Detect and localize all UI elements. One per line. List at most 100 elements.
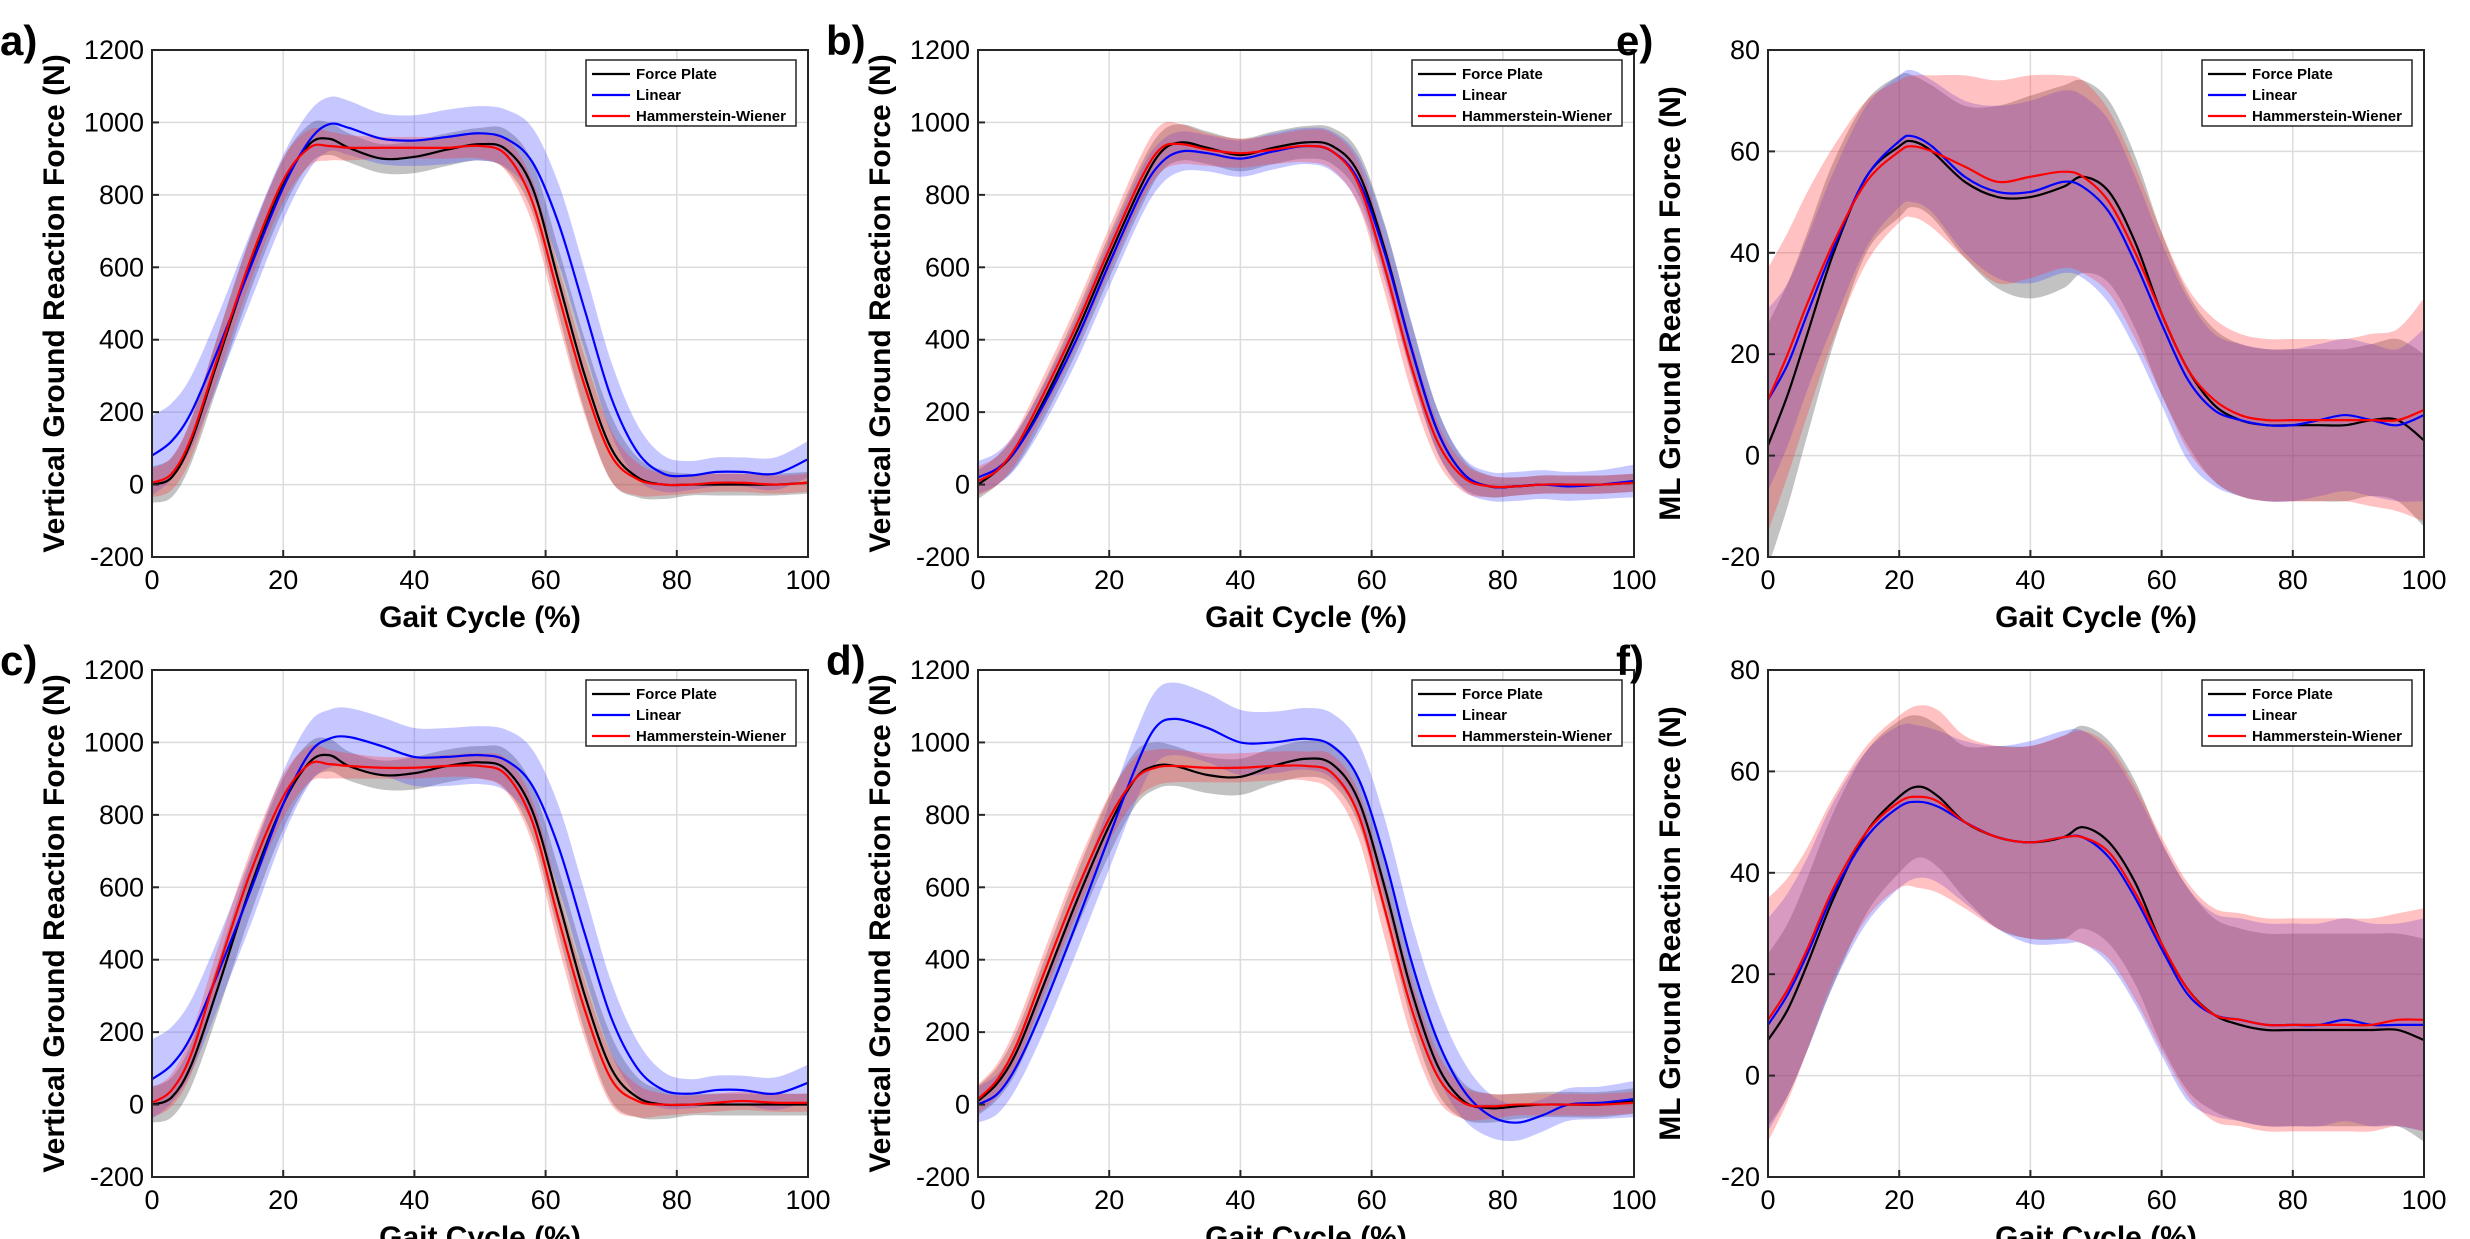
x-tick-label: 60 (2147, 565, 2177, 595)
y-tick-label: 600 (925, 872, 970, 902)
y-tick-label: 400 (925, 945, 970, 975)
x-axis-label: Gait Cycle (%) (379, 601, 581, 634)
line-force-plate (152, 753, 808, 1107)
legend: Force Plate Linear Hammerstein-Wiener (585, 59, 797, 127)
y-tick-label: 800 (99, 180, 144, 210)
plot-frame (977, 669, 1635, 1178)
y-tick-label: -20 (1721, 542, 1760, 572)
x-tick-label: 40 (399, 565, 429, 595)
y-tick-label: 60 (1730, 756, 1760, 786)
y-tick-label: 1200 (910, 655, 970, 685)
panel-label: f) (1616, 637, 1644, 684)
y-axis-label: ML Ground Reaction Force (N) (1654, 86, 1687, 520)
x-axis-label: Gait Cycle (%) (1995, 601, 2197, 634)
legend-entry: Force Plate (2252, 66, 2333, 83)
plot-area (978, 682, 1634, 1142)
chart-panel-b: 0 20 40 60 80 100-200020040060080010001200Gai… (826, 17, 1657, 634)
y-tick-label: 0 (129, 470, 144, 500)
legend-entry: Hammerstein-Wiener (2252, 728, 2402, 745)
y-axis-label: ML Ground Reaction Force (N) (1654, 706, 1687, 1140)
line-hammerstein-wiener (152, 143, 808, 487)
y-tick-label: 80 (1730, 655, 1760, 685)
y-axis-label: Vertical Ground Reaction Force (N) (864, 674, 897, 1172)
y-tick-label: 1200 (910, 35, 970, 65)
x-tick-label: 40 (1225, 1185, 1255, 1215)
chart-panel-d: 0 20 40 60 80 100-200020040060080010001200Gai… (826, 637, 1657, 1239)
chart-panel-c: 0 20 40 60 80 100-200020040060080010001200Gai… (0, 637, 831, 1239)
y-tick-label: 200 (925, 397, 970, 427)
legend-entry: Force Plate (636, 686, 717, 703)
x-tick-label: 60 (1357, 1185, 1387, 1215)
line-linear (152, 735, 808, 1096)
band-linear (1768, 69, 2424, 502)
legend: Force Plate Linear Hammerstein-Wiener (585, 679, 797, 747)
y-tick-label: -20 (1721, 1162, 1760, 1192)
x-tick-label: 20 (1094, 565, 1124, 595)
y-tick-label: 0 (955, 470, 970, 500)
y-tick-label: 800 (925, 800, 970, 830)
band-hammerstein-wiener (1768, 705, 2424, 1142)
plot-area (1768, 705, 2424, 1142)
line-force-plate (152, 137, 808, 487)
y-tick-label: 20 (1730, 339, 1760, 369)
x-tick-label: 80 (1488, 565, 1518, 595)
y-tick-label: 400 (925, 325, 970, 355)
legend-entry: Linear (636, 87, 681, 104)
y-axis-label: Vertical Ground Reaction Force (N) (864, 54, 897, 552)
legend-entry: Linear (636, 707, 681, 724)
x-tick-label: 80 (662, 1185, 692, 1215)
y-tick-label: 1200 (84, 655, 144, 685)
x-axis-label: Gait Cycle (%) (379, 1221, 581, 1239)
band-force-plate (152, 737, 808, 1123)
x-tick-label: 100 (785, 1185, 830, 1215)
legend-entry: Hammerstein-Wiener (1462, 728, 1612, 745)
y-tick-label: -200 (90, 1162, 144, 1192)
y-tick-label: 200 (99, 397, 144, 427)
x-tick-label: 60 (531, 565, 561, 595)
line-hammerstein-wiener (978, 142, 1634, 489)
x-tick-label: 60 (531, 1185, 561, 1215)
x-tick-label: 0 (144, 1185, 159, 1215)
x-tick-label: 80 (662, 565, 692, 595)
x-axis-label: Gait Cycle (%) (1205, 1221, 1407, 1239)
y-tick-label: 0 (1745, 441, 1760, 471)
x-tick-label: 100 (785, 565, 830, 595)
y-tick-label: 0 (1745, 1061, 1760, 1091)
x-tick-label: 0 (1760, 1185, 1775, 1215)
y-tick-label: 600 (925, 252, 970, 282)
y-tick-label: 400 (99, 325, 144, 355)
chart-panel-a: 0 20 40 60 80 100-200020040060080010001200Gai… (0, 17, 831, 634)
y-tick-label: 1000 (84, 107, 144, 137)
y-tick-label: 1000 (910, 107, 970, 137)
y-tick-label: 200 (925, 1017, 970, 1047)
x-tick-label: 80 (1488, 1185, 1518, 1215)
legend-entry: Hammerstein-Wiener (636, 108, 786, 125)
line-linear (978, 717, 1634, 1124)
x-tick-label: 20 (268, 1185, 298, 1215)
panel-label: c) (0, 637, 37, 684)
x-tick-label: 60 (2147, 1185, 2177, 1215)
legend-entry: Force Plate (2252, 686, 2333, 703)
band-linear (978, 682, 1634, 1142)
x-tick-label: 100 (2401, 1185, 2446, 1215)
legend-entry: Linear (2252, 707, 2297, 724)
line-hammerstein-wiener (1768, 145, 2424, 422)
band-force-plate (1768, 73, 2424, 557)
y-tick-label: 60 (1730, 136, 1760, 166)
plot-frame (977, 49, 1635, 558)
legend-entry: Force Plate (1462, 686, 1543, 703)
y-tick-label: 400 (99, 945, 144, 975)
band-hammerstein-wiener (152, 744, 808, 1118)
x-axis-label: Gait Cycle (%) (1205, 601, 1407, 634)
x-tick-label: 0 (144, 565, 159, 595)
y-axis-label: Vertical Ground Reaction Force (N) (38, 54, 71, 552)
legend-entry: Linear (1462, 87, 1507, 104)
legend-entry: Hammerstein-Wiener (2252, 108, 2402, 125)
x-tick-label: 80 (2278, 1185, 2308, 1215)
legend-entry: Hammerstein-Wiener (636, 728, 786, 745)
plot-area (152, 707, 808, 1123)
y-tick-label: -200 (90, 542, 144, 572)
line-hammerstein-wiener (1768, 795, 2424, 1027)
y-tick-label: 40 (1730, 238, 1760, 268)
legend-entry: Hammerstein-Wiener (1462, 108, 1612, 125)
